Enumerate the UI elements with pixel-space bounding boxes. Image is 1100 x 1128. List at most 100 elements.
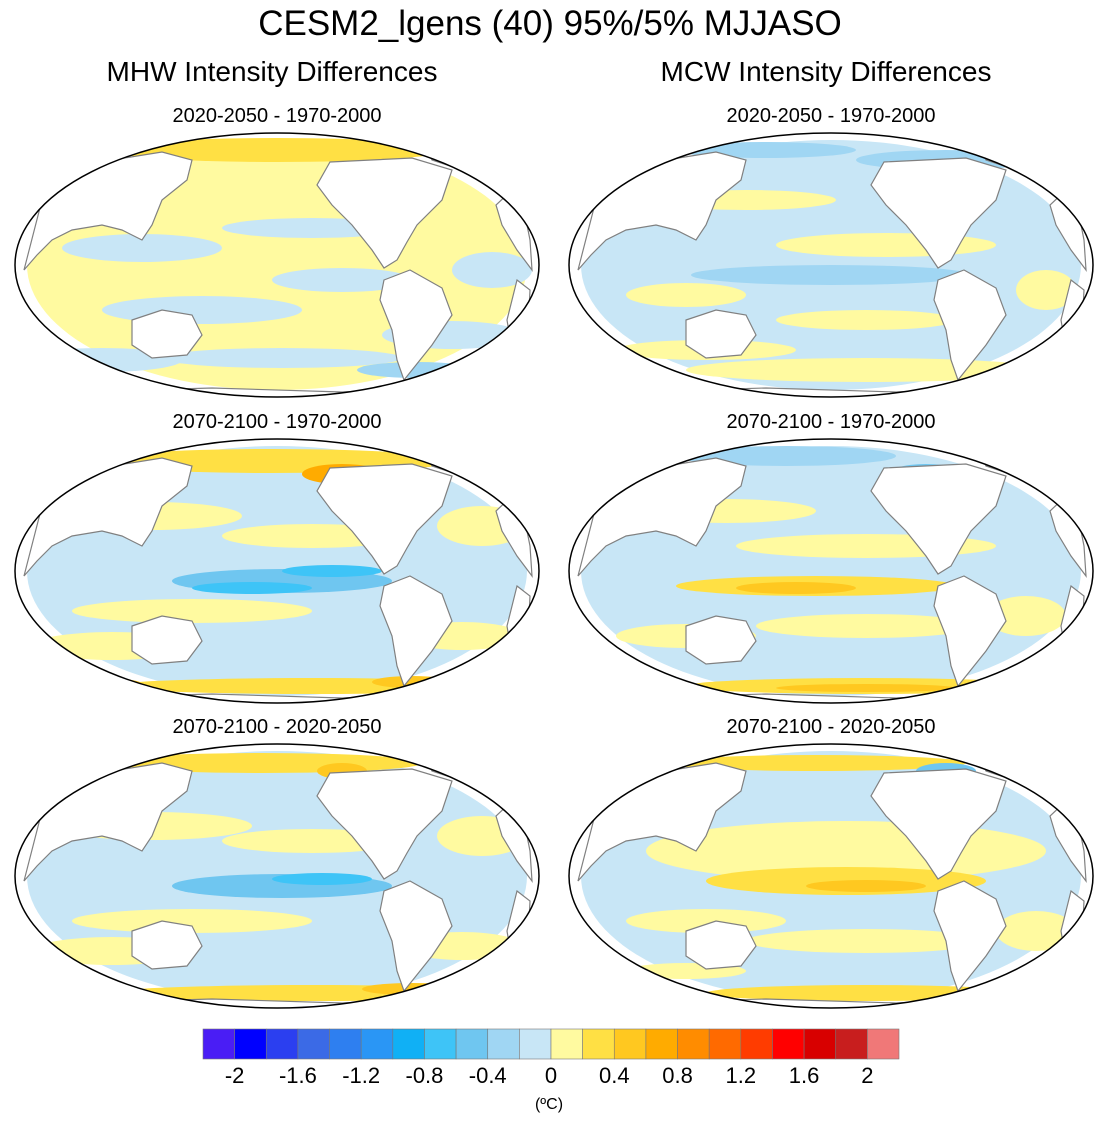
panel-title: 2020-2050 - 1970-2000: [726, 105, 936, 127]
continent: [870, 768, 1007, 880]
colorbar-swatch: [202, 1028, 235, 1060]
anomaly-patch: [62, 234, 222, 262]
colorbar-swatch: [835, 1028, 868, 1060]
colorbar-tick-label: 0.4: [598, 1063, 630, 1088]
continent: [685, 920, 757, 970]
anomaly-patch: [272, 873, 372, 885]
colorbar-swatch: [677, 1028, 710, 1060]
column-title-mcw: MCW Intensity Differences: [660, 56, 992, 87]
continent: [933, 880, 1007, 993]
colorbar-swatch: [867, 1028, 900, 1060]
map-border: [568, 438, 1094, 704]
map-border: [14, 438, 540, 704]
colorbar-tick-label: -0.8: [405, 1063, 444, 1088]
panel-title: 2070-2100 - 1970-2000: [726, 411, 936, 433]
continent: [379, 269, 453, 382]
map-panel-mcw-3: 2070-2100 - 2020-2050: [566, 715, 1096, 1015]
anomaly-patch: [686, 358, 1046, 382]
anomaly-patch: [706, 985, 1026, 1001]
anomaly-patch: [776, 310, 956, 330]
anomaly-patch: [806, 880, 926, 892]
continent: [870, 463, 1007, 575]
continent: [685, 615, 757, 665]
world-map: [568, 743, 1094, 1009]
panel-title: 2070-2100 - 1970-2000: [172, 411, 382, 433]
anomaly-patch: [72, 909, 312, 933]
anomaly-patch: [676, 446, 896, 466]
colorbar-swatch: [265, 1028, 299, 1060]
colorbar-swatch: [582, 1028, 615, 1060]
colorbar-swatch: [550, 1028, 583, 1060]
continent: [131, 920, 203, 970]
colorbar-tick-label: 1.2: [725, 1063, 757, 1088]
colorbar-swatch: [329, 1028, 362, 1060]
colorbar-swatch: [487, 1028, 520, 1060]
world-map: [14, 438, 540, 704]
colorbar-tick-label: -2: [224, 1063, 245, 1088]
colorbar-swatch: [424, 1028, 457, 1060]
colorbar-swatch: [772, 1028, 805, 1060]
anomaly-patch: [282, 565, 382, 577]
anomaly-patch: [691, 265, 971, 285]
colorbar-swatch: [708, 1028, 742, 1060]
colorbar-swatch: [740, 1028, 773, 1060]
map-panel-mhw-3: 2070-2100 - 2020-2050: [12, 715, 542, 1015]
anomaly-patch: [756, 614, 976, 638]
colorbar-units: (ºC): [534, 1096, 564, 1113]
colorbar-swatch: [613, 1028, 647, 1060]
world-map: [568, 132, 1094, 398]
continent: [379, 575, 453, 688]
colorbar-tick-label: -0.4: [468, 1063, 507, 1088]
colorbar-swatch: [392, 1028, 425, 1060]
figure-title: CESM2_lgens (40) 95%/5% MJJASO: [258, 4, 842, 43]
world-map: [14, 132, 540, 398]
map-border: [14, 743, 540, 1009]
anomaly-patch: [1016, 270, 1076, 310]
anomaly-patch: [452, 252, 532, 288]
world-map: [14, 743, 540, 1009]
anomaly-patch: [72, 599, 312, 623]
column-title-mhw: MHW Intensity Differences: [106, 56, 438, 87]
land-masks: [577, 746, 1087, 1008]
colorbar-tick-label: 0: [544, 1063, 558, 1088]
continent: [933, 269, 1007, 382]
panel-title: 2020-2050 - 1970-2000: [172, 105, 382, 127]
continent: [316, 768, 453, 880]
map-border: [568, 743, 1094, 1009]
map-panel-mcw-1: 2020-2050 - 1970-2000: [566, 104, 1096, 404]
anomaly-patch: [666, 755, 966, 771]
continent: [316, 463, 453, 575]
colorbar-swatch: [519, 1028, 552, 1060]
map-panel-mcw-2: 2070-2100 - 1970-2000: [566, 410, 1096, 710]
colorbar-tick-label: 2: [861, 1063, 874, 1088]
colorbar-swatch: [297, 1028, 330, 1060]
panel-title: 2070-2100 - 2020-2050: [726, 716, 936, 738]
anomaly-patch: [996, 911, 1076, 951]
anomaly-patch: [107, 138, 447, 162]
colorbar-tick-label: 0.8: [662, 1063, 693, 1088]
continent: [379, 880, 453, 993]
anomaly-patch: [986, 596, 1066, 636]
colorbar-swatch: [234, 1028, 267, 1060]
colorbar-swatch: [360, 1028, 394, 1060]
colorbar-tick-label: 1.6: [788, 1063, 820, 1088]
map-border: [568, 132, 1094, 398]
continent: [685, 309, 757, 359]
colorbar-swatch: [645, 1028, 678, 1060]
anomaly-patch: [736, 582, 856, 594]
colorbar-swatch: [455, 1028, 489, 1060]
colorbar-swatch: [803, 1028, 837, 1060]
continent: [131, 615, 203, 665]
anomaly-patch: [776, 684, 956, 692]
colorbar-tick-label: -1.6: [278, 1063, 317, 1088]
anomaly-patch: [162, 348, 402, 368]
anomaly-patch: [112, 985, 512, 1001]
anomaly-patch: [272, 268, 412, 292]
map-panel-mhw-1: 2020-2050 - 1970-2000: [12, 104, 542, 404]
anomaly-patch: [626, 283, 746, 307]
map-panel-mhw-2: 2070-2100 - 1970-2000: [12, 410, 542, 710]
continent: [131, 309, 203, 359]
anomaly-patch: [746, 929, 986, 953]
continent: [316, 157, 453, 269]
anomaly-patch: [372, 676, 452, 688]
